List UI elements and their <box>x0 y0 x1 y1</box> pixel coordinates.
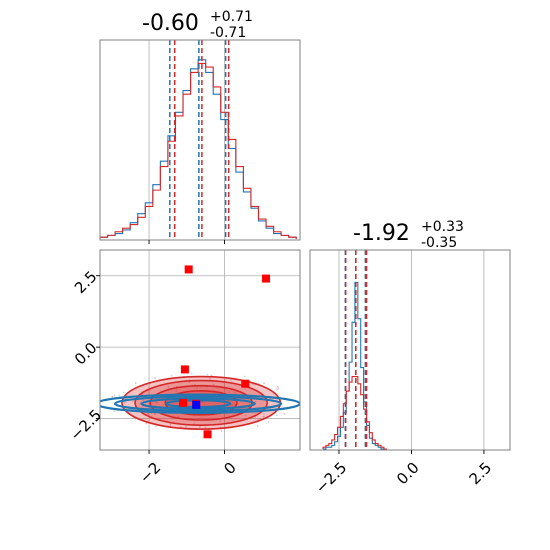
histogram-blue-series <box>100 59 297 239</box>
sample-point <box>147 412 149 415</box>
sample-point <box>204 426 207 429</box>
marker-blue-square <box>192 400 201 409</box>
marker-red-square <box>241 379 250 388</box>
histogram-red-series <box>100 62 297 239</box>
contour-blue <box>113 395 283 412</box>
sample-point <box>275 388 278 391</box>
sample-point <box>118 394 121 397</box>
sample-point <box>233 392 236 394</box>
sample-point <box>170 374 173 377</box>
sample-point <box>113 394 116 397</box>
x-tick-label: 2.5 <box>466 459 496 489</box>
histogram-panel-bottom-right: −2.5 0.0 2.5 <box>309 249 511 497</box>
sample-point <box>244 388 247 390</box>
title-bottom-right-upper: +0.33 <box>421 219 464 235</box>
sample-point <box>124 417 126 420</box>
x-tick-label: 0.0 <box>393 459 423 489</box>
y-tick-label: 0.0 <box>71 339 101 369</box>
histogram-series <box>100 40 297 240</box>
marker-red-square <box>203 430 212 439</box>
histogram-panel-top-left <box>99 39 301 244</box>
title-bottom-right-value: -1.92 <box>353 221 410 246</box>
sample-point <box>122 391 125 394</box>
sample-point <box>276 385 279 388</box>
panel-frame <box>309 249 511 451</box>
histogram-red-series <box>322 376 387 450</box>
panel-frame <box>99 39 301 241</box>
sample-point <box>244 414 247 417</box>
title-top-left: -0.60 +0.71 -0.71 <box>142 9 253 41</box>
sample-point <box>134 382 137 384</box>
sample-point <box>167 417 170 420</box>
sample-point <box>267 421 270 423</box>
sample-point <box>111 395 114 398</box>
sample-point <box>206 373 209 376</box>
sample-point <box>275 414 278 417</box>
scatter-panel-bottom-left: −2 0 −2.5 0.0 2.5 <box>67 249 301 487</box>
scatter-content <box>100 265 300 439</box>
sample-point <box>153 413 156 415</box>
sample-point <box>263 413 265 416</box>
title-top-left-lower: -0.71 <box>210 25 246 41</box>
sample-point <box>201 401 204 403</box>
sample-point <box>169 424 172 426</box>
sample-point <box>190 372 193 375</box>
sample-point <box>199 426 201 428</box>
title-top-left-value: -0.60 <box>142 11 199 36</box>
x-tick-label: −2.5 <box>312 459 350 497</box>
sample-point <box>145 422 148 425</box>
sample-point <box>113 410 115 413</box>
sample-point <box>123 401 126 404</box>
marker-red-square <box>262 274 271 283</box>
title-top-left-upper: +0.71 <box>210 9 253 25</box>
contour-red <box>134 379 268 426</box>
sample-point <box>196 387 199 390</box>
sample-point <box>185 425 188 428</box>
sample-point <box>156 401 158 404</box>
marker-red-square <box>179 398 188 407</box>
sample-point <box>220 430 223 432</box>
x-tick-label: −2 <box>136 459 164 487</box>
marker-red-square <box>180 365 189 374</box>
panel-frame <box>99 249 301 451</box>
sample-point <box>154 377 156 379</box>
y-tick-label: 2.5 <box>71 267 101 297</box>
sample-point <box>209 378 212 380</box>
sample-point <box>263 382 265 385</box>
sample-point <box>212 383 215 386</box>
sample-point <box>132 400 134 403</box>
sample-point <box>243 375 246 378</box>
title-bottom-right: -1.92 +0.33 -0.35 <box>353 219 464 251</box>
contour-blue <box>100 393 300 414</box>
sample-point <box>154 425 157 428</box>
histogram-series <box>322 250 387 450</box>
y-tick-label: −2.5 <box>67 406 105 444</box>
sample-point <box>254 401 257 403</box>
sample-point <box>256 425 259 427</box>
sample-point <box>228 391 231 393</box>
sample-point <box>175 389 178 392</box>
sample-point <box>283 413 286 415</box>
sample-point <box>186 403 189 406</box>
sample-point <box>142 399 144 402</box>
title-bottom-right-lower: -0.35 <box>421 235 457 251</box>
sample-point <box>262 415 265 418</box>
sample-point <box>219 420 222 423</box>
x-tick-label: 0 <box>220 459 239 478</box>
histogram-blue-series <box>323 281 387 450</box>
marker-red-square <box>184 265 193 274</box>
sample-point <box>230 379 232 382</box>
sample-point <box>167 385 170 388</box>
